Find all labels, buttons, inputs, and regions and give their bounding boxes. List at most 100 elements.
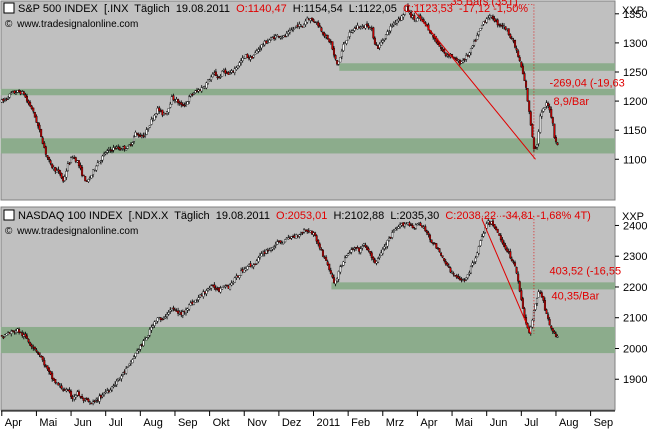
candle-body (0, 99, 3, 103)
x-tick-label: 2011 (317, 417, 341, 429)
candle-body (36, 122, 39, 127)
candle-body (545, 309, 548, 315)
sp500-change: -17,12 (459, 3, 490, 15)
candle-body (142, 340, 145, 346)
x-tick-label: Mrz (386, 417, 404, 429)
candle-body (550, 109, 553, 118)
candle-body (255, 50, 258, 54)
candle-body (13, 331, 16, 333)
candle-body (281, 37, 284, 39)
candle-body (462, 279, 465, 282)
candle-body (71, 157, 74, 159)
candle-body (118, 377, 121, 380)
candle-body (196, 90, 199, 92)
candle-body (523, 308, 526, 318)
candle-body (298, 23, 301, 27)
candle-body (66, 163, 69, 172)
candle-body (550, 325, 553, 329)
candle-body (202, 291, 205, 297)
support-band (0, 88, 616, 96)
candle-body (14, 92, 17, 95)
candle-body (18, 329, 21, 333)
x-tick-label: Dez (282, 417, 302, 429)
candle-body (460, 61, 463, 64)
candle-body (276, 35, 279, 37)
candle-body (512, 261, 515, 263)
candle-body (353, 28, 356, 31)
candle-body (218, 287, 221, 292)
candle-body (326, 261, 329, 265)
sp500-plot-area[interactable] (0, 0, 616, 201)
candle-body (122, 372, 125, 376)
candle-body (29, 342, 32, 346)
candle-body (545, 102, 548, 107)
candle-body (258, 255, 261, 258)
candle-body (77, 391, 80, 396)
candle-body (156, 317, 159, 322)
candle-body (386, 240, 389, 247)
candle-body (205, 290, 208, 294)
candle-body (547, 314, 550, 319)
candle-body (55, 382, 58, 385)
candle-body (181, 311, 184, 316)
candle-body (99, 395, 102, 398)
candle-body (482, 21, 485, 25)
candle-body (63, 176, 66, 181)
candle-body (263, 251, 266, 254)
candle-body (553, 331, 556, 334)
candle-body (394, 228, 397, 231)
candle-body (454, 275, 457, 277)
candle-body (151, 325, 154, 328)
candle-body (518, 57, 521, 62)
candle-body (391, 25, 394, 27)
candle-body (207, 79, 210, 84)
candle-body (413, 227, 416, 229)
candle-body (337, 271, 340, 280)
candle-body (554, 333, 557, 337)
candle-body (525, 80, 528, 88)
candle-body (521, 298, 524, 309)
candle-body (229, 72, 232, 75)
candle-body (169, 103, 172, 108)
candle-body (293, 26, 296, 29)
candle-body (84, 176, 87, 182)
sp500-drop-label: -269,04 (-19,63 (550, 78, 625, 90)
candle-body (87, 179, 90, 182)
candle-body (155, 320, 158, 324)
y-tick-label: 1100 (623, 154, 647, 166)
candle-body (417, 223, 420, 225)
nasdaq-plot-area[interactable] (0, 206, 616, 411)
candle-body (115, 380, 118, 386)
candle-body (345, 40, 348, 44)
candle-body (510, 258, 513, 262)
candle-body (186, 101, 189, 105)
candle-body (262, 251, 265, 255)
candle-body (440, 252, 443, 256)
candle-body (270, 247, 273, 251)
candle-body (189, 302, 192, 306)
sp500-bands (0, 63, 616, 154)
nasdaq-period: Täglich (174, 210, 209, 222)
candle-body (148, 125, 151, 128)
candle-body (477, 246, 480, 254)
candle-body (410, 12, 413, 18)
candle-body (484, 21, 487, 23)
candle-body (92, 401, 95, 404)
candle-body (41, 356, 44, 361)
candle-body (161, 318, 164, 321)
candle-body (380, 252, 383, 256)
candle-body (285, 33, 288, 37)
candle-body (468, 52, 471, 56)
candle-body (325, 35, 328, 38)
candle-body (51, 163, 54, 168)
candle-body (455, 275, 458, 278)
candle-body (485, 223, 488, 229)
candle-body (432, 242, 435, 245)
candle-body (336, 278, 339, 282)
candle-body (129, 144, 132, 146)
candle-body (375, 261, 378, 264)
candle-body (35, 349, 38, 352)
candle-body (504, 26, 507, 30)
candle-body (32, 107, 35, 112)
candle-body (329, 270, 332, 274)
